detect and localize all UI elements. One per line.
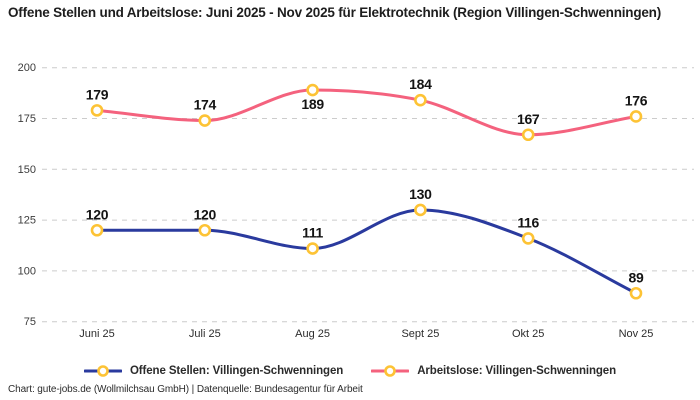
legend-item-0[interactable]: Offene Stellen: Villingen-Schwenningen [83, 364, 344, 378]
plot-canvas: 75 100 125 150 175 200 Juni 25 Juli 25 Aug 25 Sep… [18, 62, 694, 340]
data-point[interactable] [306, 83, 319, 97]
y-axis-tick-label: 200 [18, 62, 36, 74]
data-point-label: 174 [194, 97, 217, 113]
data-point-label: 176 [625, 92, 648, 108]
y-axis-tick-label: 125 [18, 215, 36, 227]
legend: Offene Stellen: Villingen-Schwenningen Ar… [0, 360, 700, 382]
x-axis-tick-label: Juli 25 [189, 328, 221, 340]
chart-footer: Chart: gute-jobs.de (Wollmilchsau GmbH) … [8, 384, 363, 395]
data-point-label: 184 [409, 76, 432, 92]
x-axis-tick-label: Juni 25 [79, 328, 114, 340]
x-axis-tick-label: Nov 25 [619, 328, 654, 340]
legend-label: Arbeitslose: Villingen-Schwenningen [417, 365, 617, 377]
legend-swatch-icon [83, 365, 122, 377]
y-axis-tick-label: 175 [18, 113, 36, 125]
y-axis-tick-label: 75 [24, 316, 36, 328]
data-point-label: 89 [629, 269, 644, 285]
x-axis-tick-label: Sept 25 [401, 328, 439, 340]
x-axis-tick-label: Aug 25 [295, 328, 330, 340]
legend-label: Offene Stellen: Villingen-Schwenningen [129, 365, 344, 377]
series-line-0 [95, 208, 638, 295]
data-point[interactable] [90, 104, 104, 117]
data-point-label: 167 [517, 111, 540, 127]
data-point-label: 116 [517, 214, 539, 230]
data-point[interactable] [629, 286, 643, 300]
data-point[interactable] [198, 114, 212, 127]
chart-title: Offene Stellen und Arbeitslose: Juni 202… [8, 5, 662, 20]
data-point[interactable] [521, 232, 535, 245]
data-point-label: 179 [86, 86, 109, 102]
legend-item-1[interactable]: Arbeitslose: Villingen-Schwenningen [371, 364, 616, 378]
data-point[interactable] [414, 93, 427, 107]
data-point[interactable] [414, 203, 427, 217]
data-point-label: 120 [86, 206, 109, 222]
data-point-label: 189 [301, 96, 324, 112]
x-axis-tick-label: Okt 25 [512, 328, 544, 340]
data-point[interactable] [629, 110, 643, 123]
data-point-label: 120 [194, 206, 217, 222]
y-axis-tick-label: 100 [18, 265, 36, 277]
data-point-label: 111 [302, 225, 323, 241]
plot-area: 75 100 125 150 175 200 Juni 25 Juli 25 Aug 25 Sep… [0, 55, 700, 347]
data-point-label: 130 [409, 186, 432, 202]
series-line-1 [95, 88, 638, 137]
data-point[interactable] [198, 223, 212, 237]
y-axis-tick-label: 150 [18, 164, 36, 176]
data-point[interactable] [90, 223, 104, 237]
legend-swatch-icon [371, 365, 410, 377]
data-point[interactable] [521, 128, 535, 142]
data-point[interactable] [306, 242, 319, 255]
